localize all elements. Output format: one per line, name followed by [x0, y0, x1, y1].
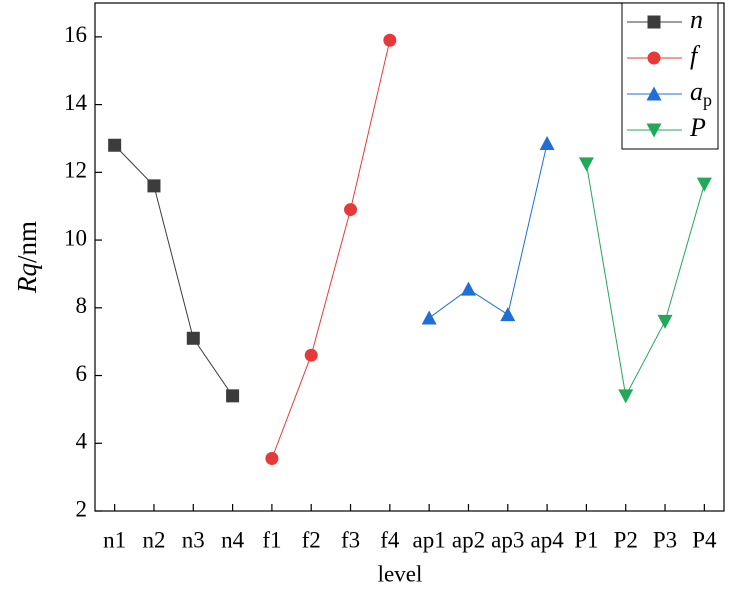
marker — [657, 314, 673, 329]
x-tick-label: ap2 — [452, 527, 485, 552]
marker — [147, 179, 161, 193]
series-line — [585, 163, 705, 398]
marker — [344, 203, 358, 217]
y-axis-label: Rq/nm — [12, 221, 42, 294]
marker — [578, 157, 594, 172]
y-tick-label: 12 — [64, 158, 87, 183]
legend-label: n — [690, 5, 703, 34]
y-tick-label: 14 — [64, 90, 88, 115]
y-tick-label: 4 — [76, 429, 88, 454]
marker — [186, 331, 200, 345]
plot-frame — [94, 2, 725, 512]
y-tick-label: 8 — [76, 293, 88, 318]
legend-label: f — [690, 41, 701, 70]
marker — [265, 452, 279, 466]
x-tick-label: ap1 — [413, 527, 446, 552]
y-tick-label: 10 — [64, 225, 87, 250]
y-tick-label: 16 — [64, 22, 87, 47]
series-line — [271, 40, 391, 459]
marker — [226, 389, 240, 403]
y-tick-label: 2 — [76, 496, 88, 521]
x-tick-label: P4 — [692, 527, 717, 552]
legend-box — [621, 2, 719, 150]
x-tick-label: n4 — [221, 527, 245, 552]
marker — [696, 177, 712, 192]
series-line — [114, 144, 234, 397]
legend-label: ap — [690, 77, 712, 110]
x-tick-label: f4 — [380, 527, 400, 552]
x-tick-label: P1 — [574, 527, 598, 552]
x-tick-label: n1 — [103, 527, 126, 552]
x-tick-label: f2 — [302, 527, 321, 552]
x-tick-label: f1 — [262, 527, 281, 552]
marker — [383, 33, 397, 47]
marker — [304, 348, 318, 362]
x-tick-label: n2 — [142, 527, 165, 552]
marker — [500, 307, 516, 322]
marker — [460, 281, 476, 296]
x-tick-label: ap4 — [530, 527, 564, 552]
x-tick-label: n3 — [182, 527, 205, 552]
y-tick-label: 6 — [76, 361, 88, 386]
marker — [618, 389, 634, 404]
marker — [647, 51, 661, 65]
marker — [539, 136, 555, 151]
x-tick-label: ap3 — [491, 527, 524, 552]
x-tick-label: P3 — [653, 527, 677, 552]
marker — [108, 138, 122, 152]
x-tick-label: f3 — [341, 527, 360, 552]
marker — [646, 123, 662, 138]
x-axis-label: level — [378, 561, 423, 586]
marker — [647, 15, 661, 29]
series-line — [428, 143, 548, 319]
x-tick-label: P2 — [614, 527, 638, 552]
marker — [421, 310, 437, 325]
legend-label: P — [689, 113, 706, 142]
marker — [646, 86, 662, 101]
